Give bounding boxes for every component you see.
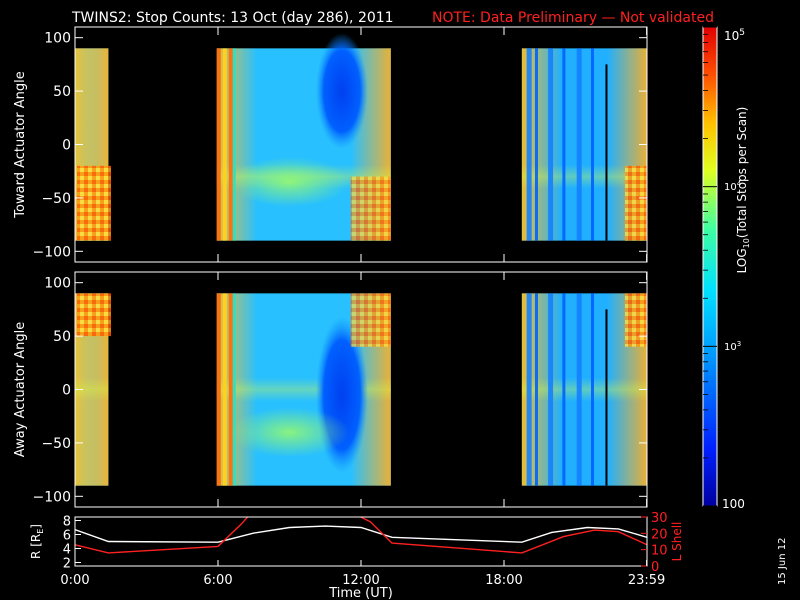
saturation-pattern (350, 176, 391, 241)
saturated-stripe (216, 48, 221, 241)
low-count-region (315, 33, 368, 150)
x-tick-label: 6:00 (203, 573, 232, 588)
saturation-pattern (77, 293, 111, 337)
right-tick-label: 30 (651, 511, 668, 526)
low-count-stripe (526, 48, 532, 241)
orbit-lines (75, 517, 647, 554)
saturated-stripe (222, 293, 227, 486)
high-count-region (229, 156, 350, 207)
lshell-axis-label: L Shell (670, 522, 684, 562)
saturated-stripe (232, 48, 236, 241)
away-y-label: Away Actuator Angle (13, 322, 28, 457)
right-tick-label: 0 (651, 560, 659, 575)
y-tick-label: 50 (53, 329, 71, 345)
colorbar-tick-low: 103 (724, 340, 741, 353)
low-count-stripe (548, 48, 554, 241)
low-count-stripe (534, 48, 538, 241)
preliminary-note: NOTE: Data Preliminary — Not validated (432, 10, 714, 26)
colorbar-tick-top: 105 (724, 28, 745, 43)
colorbar-tick-mid: 104 (724, 180, 742, 193)
lshell-line (75, 517, 647, 554)
away-actuator-panel: −100 −50 0 50 100 Away Actuator Angle (13, 271, 648, 508)
left-tick-label: 8 (63, 515, 71, 530)
x-tick-label: 23:59 (628, 573, 665, 588)
y-tick-label: −50 (41, 436, 71, 452)
y-tick-label: 0 (62, 138, 71, 154)
low-count-stripe (562, 293, 566, 486)
high-count-region (229, 407, 350, 458)
x-tick-label: 0:00 (60, 573, 89, 588)
colorbar-ticks (703, 26, 717, 507)
saturation-pattern (625, 165, 647, 241)
left-tick-label: 2 (63, 557, 71, 572)
saturated-stripe (232, 293, 236, 486)
low-count-stripe (576, 293, 582, 486)
low-count-stripe (526, 293, 532, 486)
colorbar-scale (702, 26, 718, 507)
toward-y-label: Toward Actuator Angle (13, 71, 28, 218)
away-y-axis: −100 −50 0 50 100 (33, 272, 648, 507)
y-tick-label: 100 (44, 31, 71, 47)
low-count-stripe (576, 48, 582, 241)
figure-title: TWINS2: Stop Counts: 13 Oct (day 286), 2… (71, 10, 394, 26)
y-tick-label: −100 (33, 489, 71, 505)
saturation-pattern (77, 165, 111, 241)
x-tick-label: 18:00 (485, 573, 522, 588)
colorbar-label: LOG10(Total Stops per Scan) (735, 107, 751, 274)
y-tick-label: 100 (44, 276, 71, 292)
colorbar: 105 104 103 100 LOG10(Total Stops per Sc… (702, 26, 751, 511)
toward-actuator-panel: −100 −50 0 50 100 Toward Actuator Angle (13, 26, 648, 263)
saturated-stripe (216, 293, 221, 486)
saturated-stripe (222, 48, 227, 241)
y-tick-label: −100 (33, 244, 71, 260)
toward-y-axis: −100 −50 0 50 100 (33, 27, 648, 262)
left-tick-label: 4 (63, 543, 71, 558)
radius-line (75, 525, 647, 543)
low-count-stripe (590, 48, 594, 241)
colorbar-tick-bottom: 100 (722, 497, 745, 511)
low-count-stripe (534, 293, 538, 486)
render-date-stamp: 15 Jun 12 (777, 538, 788, 585)
angle-band (521, 377, 647, 402)
y-tick-label: 50 (53, 84, 71, 100)
right-tick-label: 20 (651, 527, 668, 542)
x-tick-label: 12:00 (342, 573, 379, 588)
saturation-pattern (625, 293, 647, 347)
y-tick-label: 0 (62, 383, 71, 399)
time-axis-label: Time (UT) (328, 586, 393, 600)
low-count-stripe (590, 293, 594, 486)
low-count-stripe (548, 293, 554, 486)
saturated-stripe (228, 48, 233, 241)
away-heatmap (75, 293, 647, 486)
saturated-stripe (228, 293, 233, 486)
right-tick-label: 10 (651, 544, 668, 559)
left-tick-label: 6 (63, 529, 71, 544)
toward-heatmap (75, 33, 647, 241)
y-tick-label: −50 (41, 191, 71, 207)
low-count-stripe (562, 48, 566, 241)
radius-axis-label: R [RE] (29, 524, 45, 559)
saturation-pattern (350, 293, 391, 347)
